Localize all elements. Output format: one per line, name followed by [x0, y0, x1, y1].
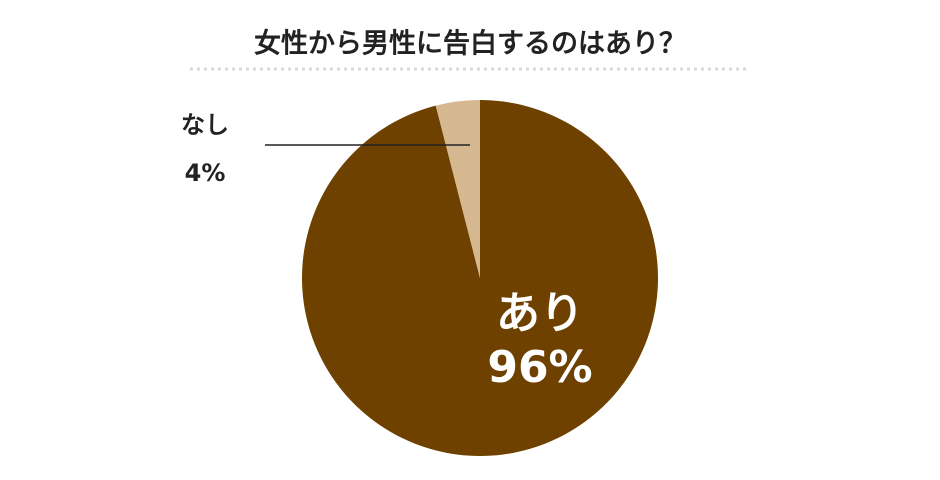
slice-label: なし: [181, 111, 229, 139]
slice-label: あり: [496, 288, 584, 339]
pie-slice: [301, 100, 658, 456]
slice-value-label: 96%: [487, 342, 592, 393]
chart-title: 女性から男性に告白するのはあり？: [254, 28, 686, 60]
slice-value-label: 4%: [185, 159, 226, 187]
